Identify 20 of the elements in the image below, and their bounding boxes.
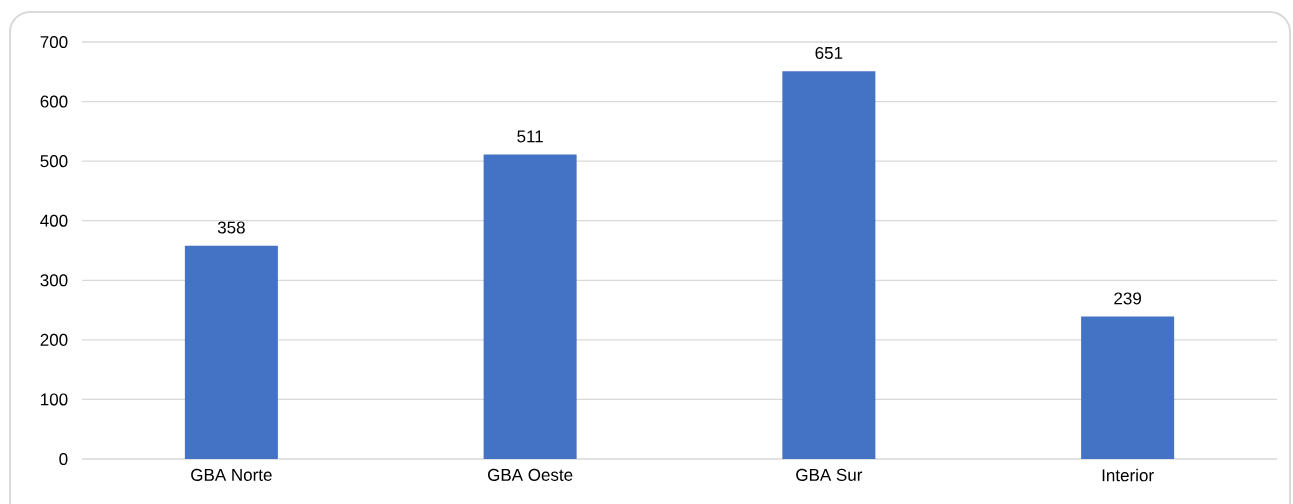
x-tick-label: GBA Sur [796,468,863,481]
y-tick-label: 400 [40,214,68,227]
y-tick-label: 100 [41,393,68,406]
y-tick-label: 0 [59,452,68,466]
y-tick-label: 300 [40,274,68,287]
bar [1081,316,1175,459]
x-tick-label: GBA Oeste [487,468,573,481]
data-label: 358 [217,221,245,234]
y-tick-label: 200 [40,333,68,346]
bar [782,71,876,459]
data-label: 239 [1114,292,1141,305]
y-tick-label: 700 [40,35,68,49]
x-tick-label: GBA Norte [191,468,272,481]
bar [184,245,278,459]
data-label: 651 [815,46,843,59]
x-tick-label: Interior [1102,468,1154,482]
bar [483,154,577,459]
y-tick-label: 600 [40,95,68,108]
data-label: 511 [517,130,543,143]
y-tick-label: 500 [40,155,68,168]
